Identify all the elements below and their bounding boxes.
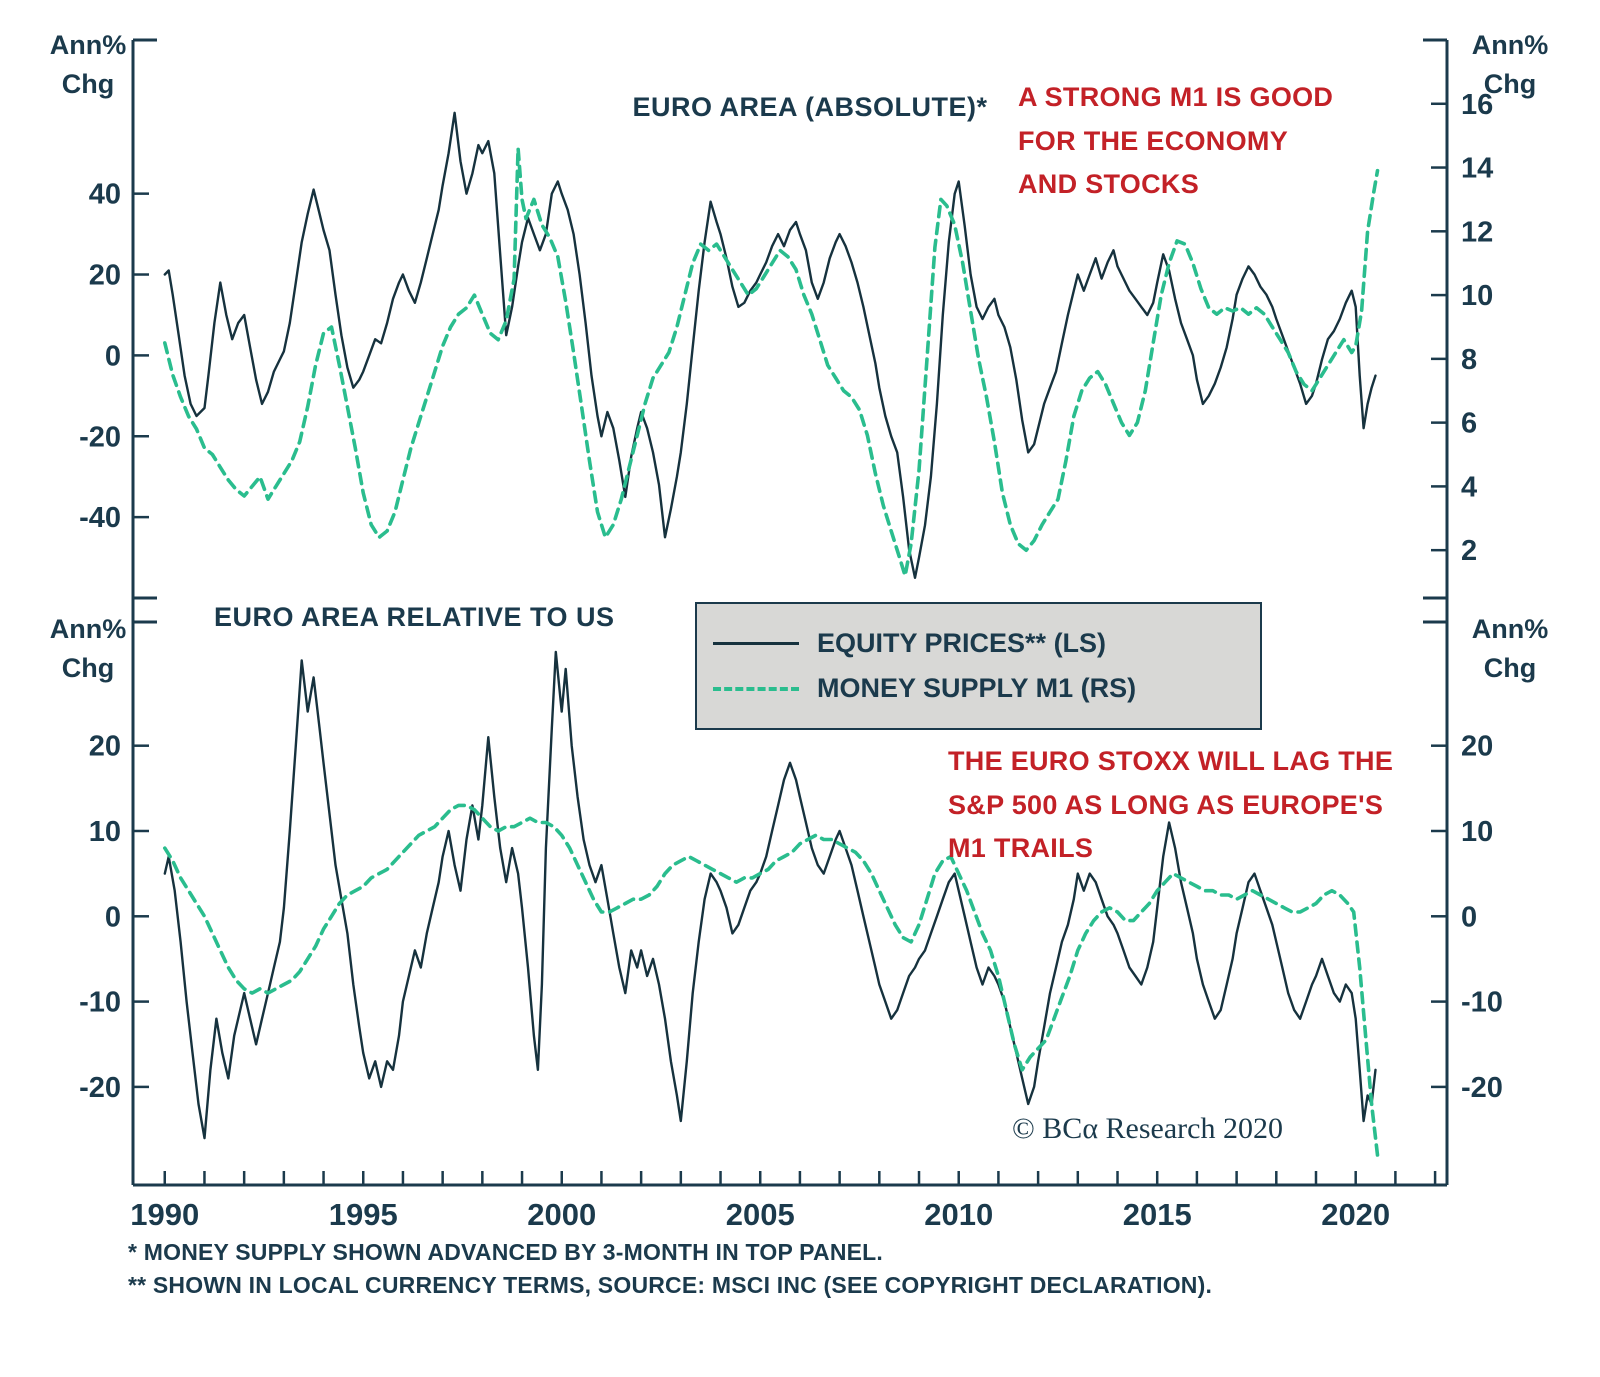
- svg-text:16: 16: [1461, 89, 1493, 121]
- svg-text:12: 12: [1461, 216, 1493, 248]
- svg-text:1990: 1990: [130, 1197, 199, 1232]
- svg-text:40: 40: [89, 179, 121, 211]
- svg-text:2010: 2010: [924, 1197, 993, 1232]
- svg-text:2005: 2005: [726, 1197, 795, 1232]
- svg-text:2020: 2020: [1321, 1197, 1390, 1232]
- solid-line-swatch: [713, 642, 799, 645]
- right-axis-unit-top-panel: Ann% Chg: [1471, 30, 1549, 100]
- legend: EQUITY PRICES** (LS) MONEY SUPPLY M1 (RS…: [695, 602, 1262, 730]
- svg-text:-10: -10: [79, 987, 121, 1019]
- bottom-panel-annotation: THE EURO STOXX WILL LAG THE S&P 500 AS L…: [948, 746, 1394, 864]
- svg-text:20: 20: [89, 260, 121, 292]
- svg-text:-40: -40: [79, 502, 121, 534]
- legend-item-equity-prices: EQUITY PRICES** (LS): [713, 628, 1244, 659]
- top-panel-title: EURO AREA (ABSOLUTE)*: [632, 92, 988, 122]
- svg-text:4: 4: [1461, 471, 1477, 503]
- svg-text:0: 0: [105, 901, 121, 933]
- right-axis-unit-bottom-panel: Ann% Chg: [1471, 614, 1549, 684]
- dashed-line-swatch: [713, 686, 799, 691]
- svg-text:20: 20: [1461, 731, 1493, 763]
- legend-label-equity: EQUITY PRICES** (LS): [817, 628, 1107, 658]
- footnote-2: ** SHOWN IN LOCAL CURRENCY TERMS, SOURCE…: [128, 1272, 1213, 1299]
- top-panel-annotation: A STRONG M1 IS GOOD FOR THE ECONOMY AND …: [1018, 82, 1334, 200]
- footnote-1: * MONEY SUPPLY SHOWN ADVANCED BY 3-MONTH…: [128, 1239, 884, 1265]
- left-axis-unit-bottom-panel: Ann% Chg: [49, 614, 127, 684]
- svg-text:0: 0: [1461, 901, 1477, 933]
- left-axis-unit-top-panel: Ann% Chg: [49, 30, 127, 100]
- svg-text:20: 20: [89, 731, 121, 763]
- legend-item-money-supply: MONEY SUPPLY M1 (RS): [713, 673, 1244, 704]
- svg-text:0: 0: [105, 340, 121, 372]
- legend-label-m1: MONEY SUPPLY M1 (RS): [817, 673, 1137, 703]
- svg-text:2000: 2000: [527, 1197, 596, 1232]
- svg-text:1995: 1995: [329, 1197, 398, 1232]
- svg-text:2: 2: [1461, 535, 1477, 567]
- svg-text:2015: 2015: [1123, 1197, 1192, 1232]
- bottom-panel-title: EURO AREA RELATIVE TO US: [214, 602, 615, 632]
- svg-text:-10: -10: [1461, 987, 1503, 1019]
- footnotes: * MONEY SUPPLY SHOWN ADVANCED BY 3-MONTH…: [128, 1236, 1428, 1303]
- copyright-notice: © BCα Research 2020: [1012, 1112, 1283, 1145]
- svg-text:10: 10: [1461, 816, 1493, 848]
- svg-text:-20: -20: [1461, 1072, 1503, 1104]
- svg-text:-20: -20: [79, 1072, 121, 1104]
- svg-text:6: 6: [1461, 408, 1477, 440]
- svg-text:8: 8: [1461, 344, 1477, 376]
- svg-text:14: 14: [1461, 153, 1493, 185]
- svg-text:-20: -20: [79, 421, 121, 453]
- svg-text:10: 10: [1461, 280, 1493, 312]
- svg-text:10: 10: [89, 816, 121, 848]
